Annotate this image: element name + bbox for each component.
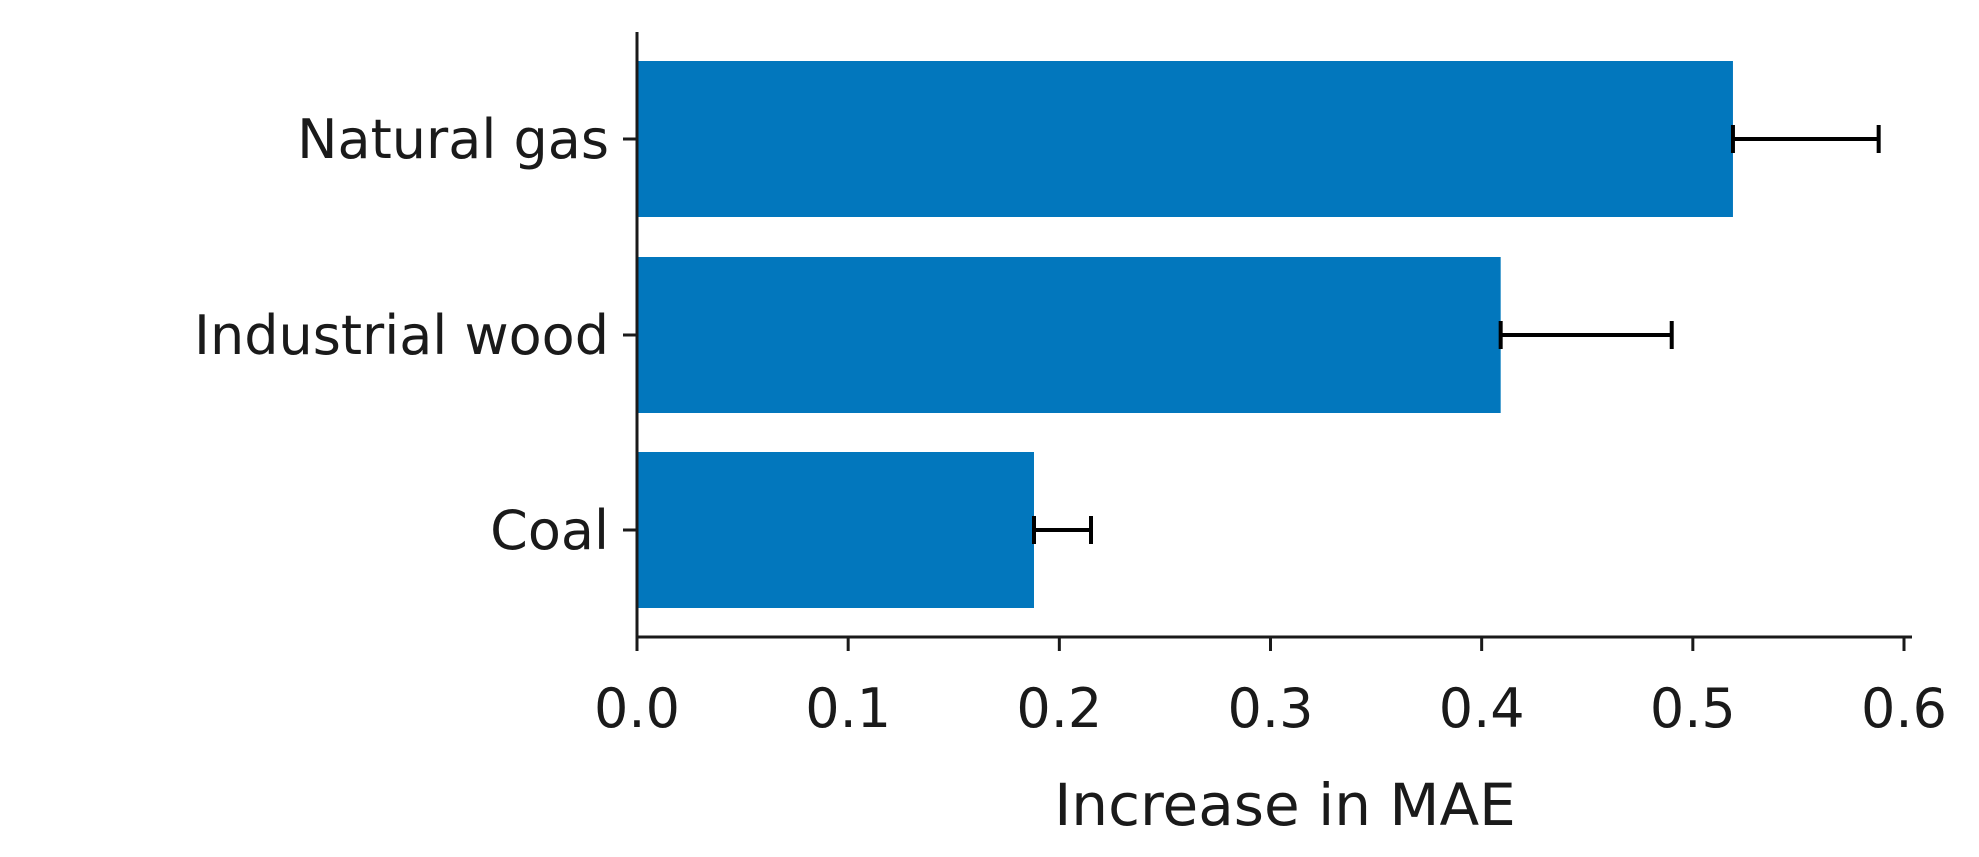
bar-coal [637,452,1034,608]
x-tick-label: 0.1 [805,677,891,740]
x-tick-label: 0.4 [1439,677,1525,740]
x-tick-label: 0.2 [1016,677,1102,740]
x-tick-label: 0.6 [1861,677,1947,740]
x-tick-label: 0.0 [594,677,680,740]
x-ticks-group: 0.0 0.1 0.2 0.3 0.4 0.5 0.6 [594,637,1947,740]
error-bar-natural-gas [1730,125,1881,153]
error-bar-industrial-wood [1498,321,1674,349]
error-bar-coal [1031,516,1094,544]
y-ticks-group: Natural gas Industrial wood Coal [194,108,637,562]
bar-industrial-wood [637,257,1501,413]
x-tick-label: 0.3 [1228,677,1314,740]
error-bars-group [1031,125,1881,544]
y-tick-label: Natural gas [297,108,609,171]
y-tick-label: Coal [490,499,609,562]
x-tick-label: 0.5 [1650,677,1736,740]
bars-group [637,61,1733,608]
y-tick-label: Industrial wood [194,304,609,367]
bar-natural-gas [637,61,1733,217]
x-axis-label: Increase in MAE [1054,771,1516,839]
